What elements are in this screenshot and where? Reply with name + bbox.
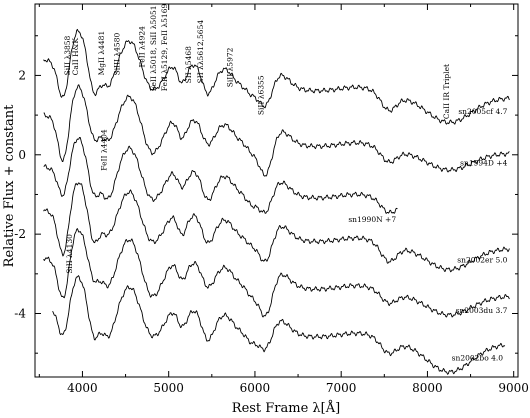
x-tick-label: 6000 bbox=[240, 381, 271, 395]
line-id-label: SII λ5468 bbox=[184, 46, 193, 84]
line-id-label: CaII IR Triplet bbox=[442, 64, 451, 119]
spectrum-line bbox=[43, 28, 510, 125]
spectrum-line bbox=[43, 228, 510, 318]
spectrum-line bbox=[52, 275, 506, 375]
series-label: sn1994D +4 bbox=[460, 158, 507, 167]
y-tick-label: 2 bbox=[18, 68, 26, 82]
x-tick-label: 4000 bbox=[67, 381, 98, 395]
line-id-label: SiIII λ4580 bbox=[113, 33, 122, 76]
series-label: sn2003du 3.7 bbox=[456, 306, 508, 315]
y-tick-label: -4 bbox=[14, 307, 26, 321]
line-id-label: SiII λ5972 bbox=[226, 47, 235, 87]
spectrum-line bbox=[43, 136, 398, 214]
spectrum-line bbox=[43, 182, 510, 273]
series-labels: sn2005cf 4.7 sn1994D +4 sn1990N +7 sn2002er… bbox=[348, 107, 507, 362]
x-axis-title: Rest Frame λ[Å] bbox=[232, 400, 340, 416]
y-axis-title: Relative Flux + constant bbox=[2, 104, 17, 267]
x-tick-label: 5000 bbox=[153, 381, 184, 395]
series-label: sn2002er 5.0 bbox=[457, 255, 507, 264]
y-tick-label: 0 bbox=[18, 148, 26, 162]
series-label: sn2005cf 4.7 bbox=[458, 107, 507, 116]
line-id-label: CaII H&K bbox=[71, 38, 80, 76]
line-id-label: MgII λ4481 bbox=[97, 31, 106, 76]
line-id-label: FeII λ5018, SiII λ5051 bbox=[149, 5, 158, 91]
x-tick-label: 9000 bbox=[498, 381, 529, 395]
x-tick-label: 8000 bbox=[412, 381, 443, 395]
y-tick-label: -2 bbox=[14, 227, 26, 241]
axis-ticks: 4000 5000 6000 7000 8000 9000 -4 -2 0 2 bbox=[14, 4, 529, 395]
line-id-label: SiII λ4130 bbox=[65, 234, 74, 274]
plot-border bbox=[34, 3, 519, 378]
line-id-label: SiII λ3858 bbox=[63, 35, 72, 75]
line-id-label: SII λλ5612,5654 bbox=[196, 20, 205, 84]
line-id-label: FeII λ4404 bbox=[100, 129, 109, 171]
line-id-label: SiII λ6355 bbox=[257, 75, 266, 115]
line-id-label: FeII λ5129, FeII λ5169 bbox=[160, 4, 169, 92]
line-id-label: FeII λ4924 bbox=[138, 26, 147, 68]
spectrum-line bbox=[43, 84, 510, 177]
spectra-series bbox=[43, 28, 510, 375]
plot-frame bbox=[34, 3, 519, 378]
series-label: sn2002bo 4.0 bbox=[452, 353, 504, 362]
series-label: sn1990N +7 bbox=[348, 215, 396, 224]
x-tick-label: 7000 bbox=[326, 381, 357, 395]
